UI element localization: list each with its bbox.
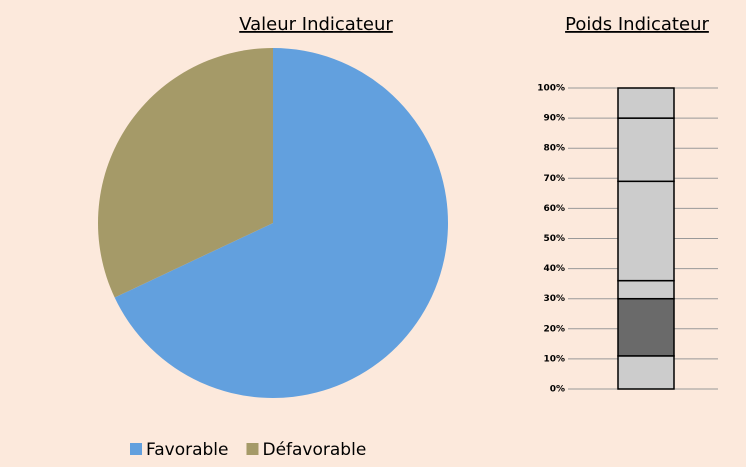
pie-slice	[114, 48, 448, 398]
legend-label: Défavorable	[262, 440, 366, 460]
y-tick-label: 80%	[543, 144, 565, 154]
bar-segment	[617, 297, 675, 357]
y-tick-label: 90%	[543, 114, 565, 124]
y-tick-label: 0%	[550, 385, 565, 395]
y-tick-label: 10%	[543, 354, 565, 364]
y-tick-label: 30%	[543, 294, 565, 304]
bar-segment	[617, 180, 675, 282]
bar-segment	[617, 279, 675, 300]
legend-swatch	[130, 443, 142, 455]
pie-title: Valeur Indicateur	[239, 14, 393, 35]
pie-slice	[97, 48, 274, 298]
bar-title: Poids Indicateur	[565, 14, 709, 35]
y-tick-label: 100%	[537, 84, 565, 94]
bar-segment	[617, 117, 675, 183]
legend-swatch	[246, 443, 259, 455]
y-tick-label: 40%	[543, 264, 565, 274]
y-tick-label: 50%	[543, 234, 565, 244]
bar-segment	[617, 87, 675, 119]
legend-label: Favorable	[146, 440, 228, 460]
y-tick-label: 60%	[543, 204, 565, 214]
y-tick-label: 20%	[543, 324, 565, 334]
bar-segment	[617, 355, 675, 390]
y-tick-label: 70%	[543, 174, 565, 184]
